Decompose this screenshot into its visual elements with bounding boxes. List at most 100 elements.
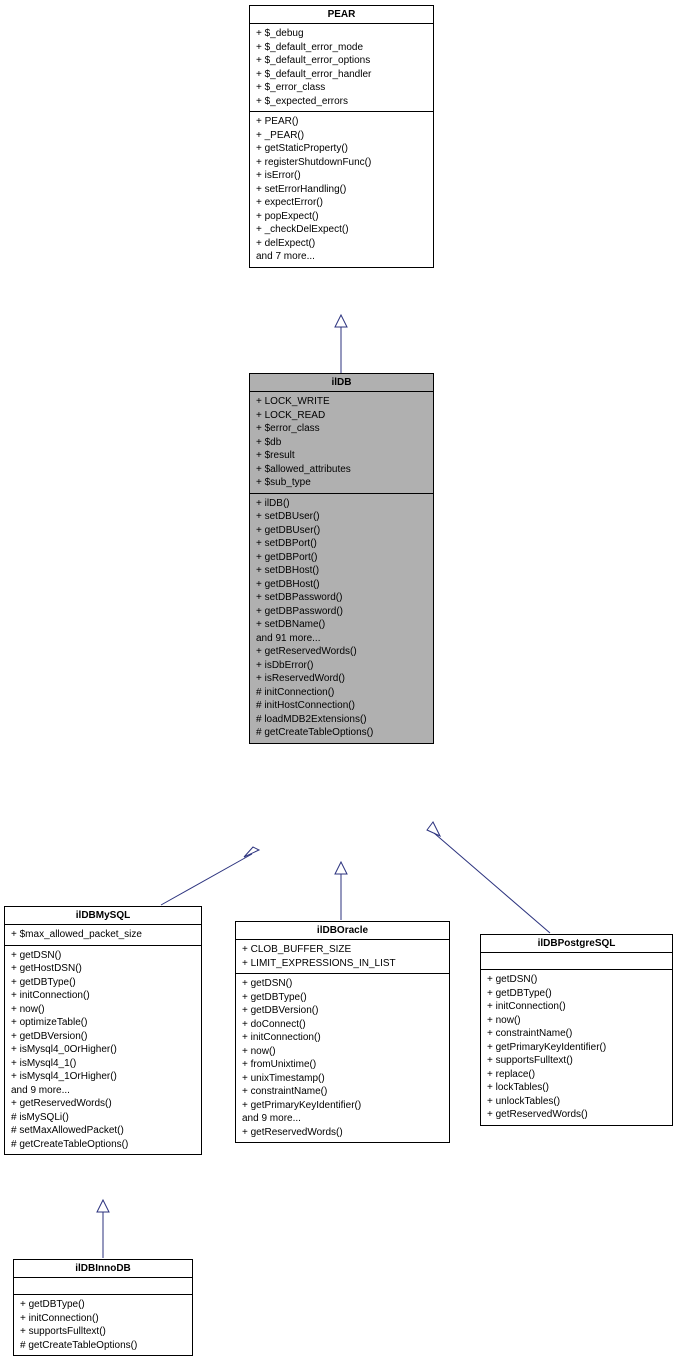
method-line: + getDBVersion() [11, 1030, 195, 1044]
method-line: + getDBType() [487, 987, 666, 1001]
class-ildbmysql-methods: + getDSN() + getHostDSN() + getDBType() … [5, 946, 201, 1155]
method-line: and 91 more... [256, 632, 427, 646]
class-pear[interactable]: PEAR + $_debug + $_default_error_mode + … [249, 5, 434, 268]
edge-ildb-pear [335, 315, 347, 373]
class-ildboracle[interactable]: ilDBOracle + CLOB_BUFFER_SIZE + LIMIT_EX… [235, 921, 450, 1143]
method-line: + setDBPassword() [256, 591, 427, 605]
attr-line: + $_error_class [256, 81, 427, 95]
method-line: + lockTables() [487, 1081, 666, 1095]
method-line: + getPrimaryKeyIdentifier() [487, 1041, 666, 1055]
attr-line: + LOCK_READ [256, 409, 427, 423]
method-line: + optimizeTable() [11, 1016, 195, 1030]
attr-line: + $result [256, 449, 427, 463]
attr-line: + $_default_error_handler [256, 68, 427, 82]
method-line: + _PEAR() [256, 129, 427, 143]
class-ildbinnodb-methods: + getDBType() + initConnection() + suppo… [14, 1295, 192, 1355]
method-line: + setDBUser() [256, 510, 427, 524]
method-line: + now() [11, 1003, 195, 1017]
method-line: + initConnection() [487, 1000, 666, 1014]
attr-line: + $_default_error_options [256, 54, 427, 68]
class-ildb[interactable]: ilDB + LOCK_WRITE + LOCK_READ + $error_c… [249, 373, 434, 744]
method-line: + getDBType() [11, 976, 195, 990]
method-line: + isMysql4_0OrHigher() [11, 1043, 195, 1057]
method-line: + initConnection() [11, 989, 195, 1003]
method-line: + getDSN() [242, 977, 443, 991]
method-line: + constraintName() [242, 1085, 443, 1099]
method-line: + supportsFulltext() [487, 1054, 666, 1068]
method-line: # getCreateTableOptions() [11, 1138, 195, 1152]
method-line: + isDbError() [256, 659, 427, 673]
attr-line: + $_default_error_mode [256, 41, 427, 55]
method-line: + fromUnixtime() [242, 1058, 443, 1072]
method-line: and 9 more... [242, 1112, 443, 1126]
method-line: + getReservedWords() [487, 1108, 666, 1122]
method-line: and 7 more... [256, 250, 427, 264]
method-line: + registerShutdownFunc() [256, 156, 427, 170]
method-line: + unixTimestamp() [242, 1072, 443, 1086]
method-line: + unlockTables() [487, 1095, 666, 1109]
attr-line: + $_debug [256, 27, 427, 41]
class-ildboracle-title: ilDBOracle [236, 922, 449, 940]
method-line: + ilDB() [256, 497, 427, 511]
attr-line: + LIMIT_EXPRESSIONS_IN_LIST [242, 957, 443, 971]
method-line: + getReservedWords() [11, 1097, 195, 1111]
class-ildb-attributes: + LOCK_WRITE + LOCK_READ + $error_class … [250, 392, 433, 494]
method-line: + getReservedWords() [256, 645, 427, 659]
class-pear-methods: + PEAR() + _PEAR() + getStaticProperty()… [250, 112, 433, 267]
class-ildb-methods: + ilDB() + setDBUser() + getDBUser() + s… [250, 494, 433, 743]
method-line: + getDSN() [11, 949, 195, 963]
method-line: # isMySQLi() [11, 1111, 195, 1125]
method-line: # initHostConnection() [256, 699, 427, 713]
method-line: # getCreateTableOptions() [256, 726, 427, 740]
method-line: + replace() [487, 1068, 666, 1082]
method-line: + PEAR() [256, 115, 427, 129]
method-line: + getReservedWords() [242, 1126, 443, 1140]
method-line: + isReservedWord() [256, 672, 427, 686]
class-ildbinnodb[interactable]: ilDBInnoDB + getDBType() + initConnectio… [13, 1259, 193, 1356]
class-ildboracle-methods: + getDSN() + getDBType() + getDBVersion(… [236, 974, 449, 1142]
edge-ildboracle-ildb [335, 862, 347, 920]
class-ildbmysql[interactable]: ilDBMySQL + $max_allowed_packet_size + g… [4, 906, 202, 1155]
method-line: + now() [242, 1045, 443, 1059]
attr-line: + $max_allowed_packet_size [11, 928, 195, 942]
attr-line: + $error_class [256, 422, 427, 436]
class-ildbpostgresql-methods: + getDSN() + getDBType() + initConnectio… [481, 970, 672, 1125]
class-ildbinnodb-attributes [14, 1278, 192, 1295]
method-line: + initConnection() [20, 1312, 186, 1326]
method-line: + getHostDSN() [11, 962, 195, 976]
class-ildbpostgresql-attributes [481, 953, 672, 970]
method-line: + setDBPort() [256, 537, 427, 551]
method-line: + setErrorHandling() [256, 183, 427, 197]
method-line: + getDBType() [242, 991, 443, 1005]
edge-ildbinnodb-ildbmysql [97, 1200, 109, 1258]
method-line: + setDBHost() [256, 564, 427, 578]
method-line: + getStaticProperty() [256, 142, 427, 156]
method-line: + getPrimaryKeyIdentifier() [242, 1099, 443, 1113]
class-ildbmysql-attributes: + $max_allowed_packet_size [5, 925, 201, 946]
method-line: # initConnection() [256, 686, 427, 700]
attr-line: + $_expected_errors [256, 95, 427, 109]
attr-line: + $allowed_attributes [256, 463, 427, 477]
method-line: + expectError() [256, 196, 427, 210]
attr-line: + $db [256, 436, 427, 450]
attr-line: + CLOB_BUFFER_SIZE [242, 943, 443, 957]
method-line: + getDSN() [487, 973, 666, 987]
method-line: # getCreateTableOptions() [20, 1339, 186, 1353]
method-line: + getDBVersion() [242, 1004, 443, 1018]
method-line: + isMysql4_1() [11, 1057, 195, 1071]
class-ildbinnodb-title: ilDBInnoDB [14, 1260, 192, 1278]
method-line: + isError() [256, 169, 427, 183]
method-line: + setDBName() [256, 618, 427, 632]
method-line: + getDBPassword() [256, 605, 427, 619]
method-line: + getDBType() [20, 1298, 186, 1312]
attr-line: + LOCK_WRITE [256, 395, 427, 409]
method-line: + constraintName() [487, 1027, 666, 1041]
method-line: + isMysql4_1OrHigher() [11, 1070, 195, 1084]
method-line: + initConnection() [242, 1031, 443, 1045]
method-line: + _checkDelExpect() [256, 223, 427, 237]
attr-line: + $sub_type [256, 476, 427, 490]
method-line: + getDBHost() [256, 578, 427, 592]
method-line: + now() [487, 1014, 666, 1028]
method-line: # loadMDB2Extensions() [256, 713, 427, 727]
class-ildbpostgresql[interactable]: ilDBPostgreSQL + getDSN() + getDBType() … [480, 934, 673, 1126]
